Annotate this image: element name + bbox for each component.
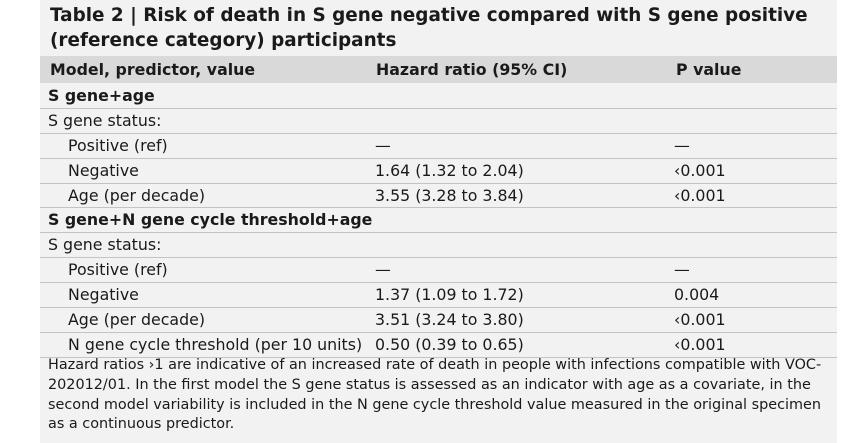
table-row: Negative 1.64 (1.32 to 2.04) ‹0.001 <box>40 159 837 184</box>
row-p-value: ‹0.001 <box>674 185 726 205</box>
row-label: Positive (ref) <box>68 260 168 280</box>
row-hazard-ratio: — <box>375 135 391 155</box>
table-row: S gene+N gene cycle threshold+age <box>40 208 837 234</box>
row-label: S gene+age <box>48 86 155 105</box>
table-row: Positive (ref) — — <box>40 258 837 284</box>
column-header-model: Model, predictor, value <box>50 60 256 79</box>
row-p-value: — <box>674 260 690 280</box>
row-p-value: 0.004 <box>674 285 720 305</box>
table-title: Table 2 | Risk of death in S gene negati… <box>50 5 808 51</box>
table-row: Age (per decade) 3.51 (3.24 to 3.80) ‹0.… <box>40 308 837 333</box>
row-label: Negative <box>68 285 139 305</box>
row-label: Age (per decade) <box>68 310 206 330</box>
table-row: S gene status: <box>40 109 837 134</box>
row-label: Negative <box>68 160 139 180</box>
row-hazard-ratio: 1.37 (1.09 to 1.72) <box>375 285 524 305</box>
row-hazard-ratio: 1.64 (1.32 to 2.04) <box>375 160 524 180</box>
row-label: Positive (ref) <box>68 135 168 155</box>
column-header-p-value: P value <box>676 60 742 79</box>
column-header-hazard-ratio: Hazard ratio (95% CI) <box>376 60 568 79</box>
table-body: S gene+age S gene status: Positive (ref)… <box>40 84 837 358</box>
row-p-value: ‹0.001 <box>674 160 726 180</box>
table-footnote: Hazard ratios ›1 are indicative of an in… <box>48 357 822 433</box>
row-label: S gene+N gene cycle threshold+age <box>48 210 373 230</box>
table-row: S gene+age <box>40 84 837 109</box>
table-header-row: Model, predictor, value Hazard ratio (95… <box>40 56 837 83</box>
table-row: Age (per decade) 3.55 (3.28 to 3.84) ‹0.… <box>40 184 837 209</box>
row-label: N gene cycle threshold (per 10 units) <box>68 334 363 354</box>
row-hazard-ratio: 3.55 (3.28 to 3.84) <box>375 185 524 205</box>
row-hazard-ratio: 3.51 (3.24 to 3.80) <box>375 310 524 330</box>
table-row: S gene status: <box>40 233 837 259</box>
row-p-value: ‹0.001 <box>674 334 726 354</box>
row-label: Age (per decade) <box>68 185 206 205</box>
table-row: N gene cycle threshold (per 10 units) 0.… <box>40 333 837 358</box>
row-hazard-ratio: — <box>375 260 391 280</box>
table-row: Negative 1.37 (1.09 to 1.72) 0.004 <box>40 283 837 309</box>
row-label: S gene status: <box>48 110 162 130</box>
table-row: Positive (ref) — — <box>40 134 837 159</box>
row-p-value: — <box>674 135 690 155</box>
row-p-value: ‹0.001 <box>674 310 726 330</box>
table-container: Table 2 | Risk of death in S gene negati… <box>40 0 837 443</box>
row-hazard-ratio: 0.50 (0.39 to 0.65) <box>375 334 524 354</box>
row-label: S gene status: <box>48 235 162 255</box>
